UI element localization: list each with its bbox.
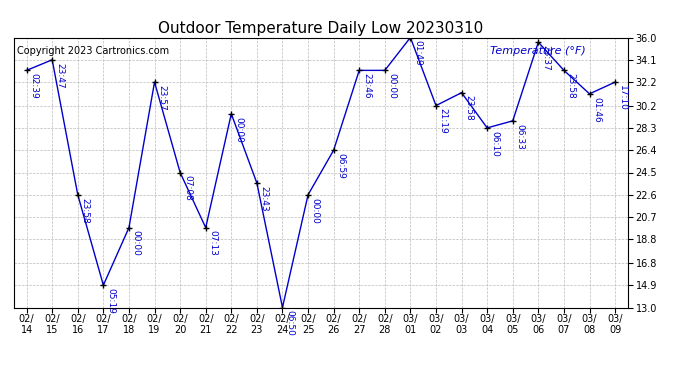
Text: Copyright 2023 Cartronics.com: Copyright 2023 Cartronics.com (17, 46, 169, 56)
Text: 23:46: 23:46 (362, 73, 371, 99)
Text: 23:58: 23:58 (81, 198, 90, 223)
Text: 21:19: 21:19 (439, 108, 448, 134)
Text: 23:47: 23:47 (55, 63, 64, 88)
Text: 17:10: 17:10 (618, 85, 627, 111)
Text: 00:00: 00:00 (132, 231, 141, 256)
Text: 00:00: 00:00 (234, 117, 243, 142)
Text: 05:19: 05:19 (106, 288, 115, 314)
Text: 06:33: 06:33 (515, 124, 524, 150)
Text: 23:58: 23:58 (566, 73, 575, 99)
Text: 23:43: 23:43 (259, 186, 268, 211)
Text: 01:49: 01:49 (413, 40, 422, 66)
Text: 06:59: 06:59 (337, 153, 346, 179)
Title: Outdoor Temperature Daily Low 20230310: Outdoor Temperature Daily Low 20230310 (158, 21, 484, 36)
Text: 06:10: 06:10 (490, 130, 499, 156)
Text: 23:57: 23:57 (157, 85, 166, 111)
Text: 06:50: 06:50 (285, 310, 294, 336)
Text: 07:13: 07:13 (208, 231, 217, 256)
Text: 01:46: 01:46 (592, 97, 601, 122)
Text: 00:00: 00:00 (310, 198, 320, 223)
Text: Temperature (°F): Temperature (°F) (490, 46, 586, 56)
Text: 00:00: 00:00 (388, 73, 397, 99)
Text: 23:58: 23:58 (464, 96, 473, 121)
Text: 23:37: 23:37 (541, 45, 550, 71)
Text: 07:08: 07:08 (183, 175, 192, 201)
Text: 02:39: 02:39 (30, 73, 39, 99)
